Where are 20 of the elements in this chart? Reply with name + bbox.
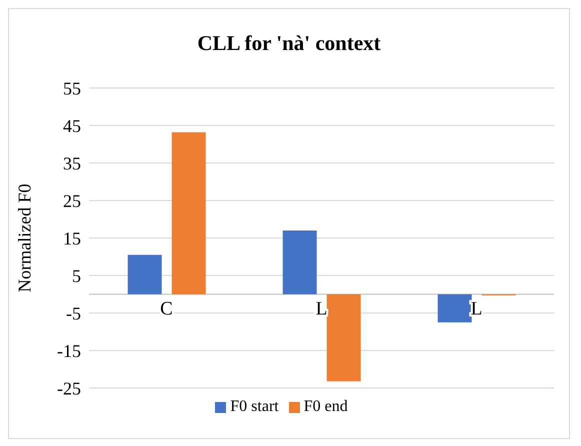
y-tick-label: 55	[63, 78, 81, 98]
y-tick-label: -25	[57, 378, 81, 398]
bar	[128, 254, 162, 294]
y-axis-title: Normalized F0	[14, 184, 34, 292]
y-tick-label: 15	[63, 228, 81, 248]
y-tick-label: -15	[57, 340, 81, 361]
bar	[326, 294, 361, 382]
y-tick-label: -5	[66, 303, 81, 324]
legend-label: F0 end	[304, 398, 348, 415]
x-tick-label: L	[316, 298, 328, 320]
bar	[438, 294, 472, 322]
x-tick-label: C	[160, 298, 173, 320]
bar	[282, 230, 317, 294]
legend-label: F0 start	[230, 398, 279, 415]
chart-title: CLL for 'nà' context	[196, 30, 382, 57]
y-tick-label: 45	[63, 116, 81, 136]
bar	[172, 132, 206, 294]
y-tick-label: 35	[63, 153, 81, 174]
y-tick-label: 5	[72, 266, 81, 286]
y-tick-label: 25	[63, 190, 81, 211]
